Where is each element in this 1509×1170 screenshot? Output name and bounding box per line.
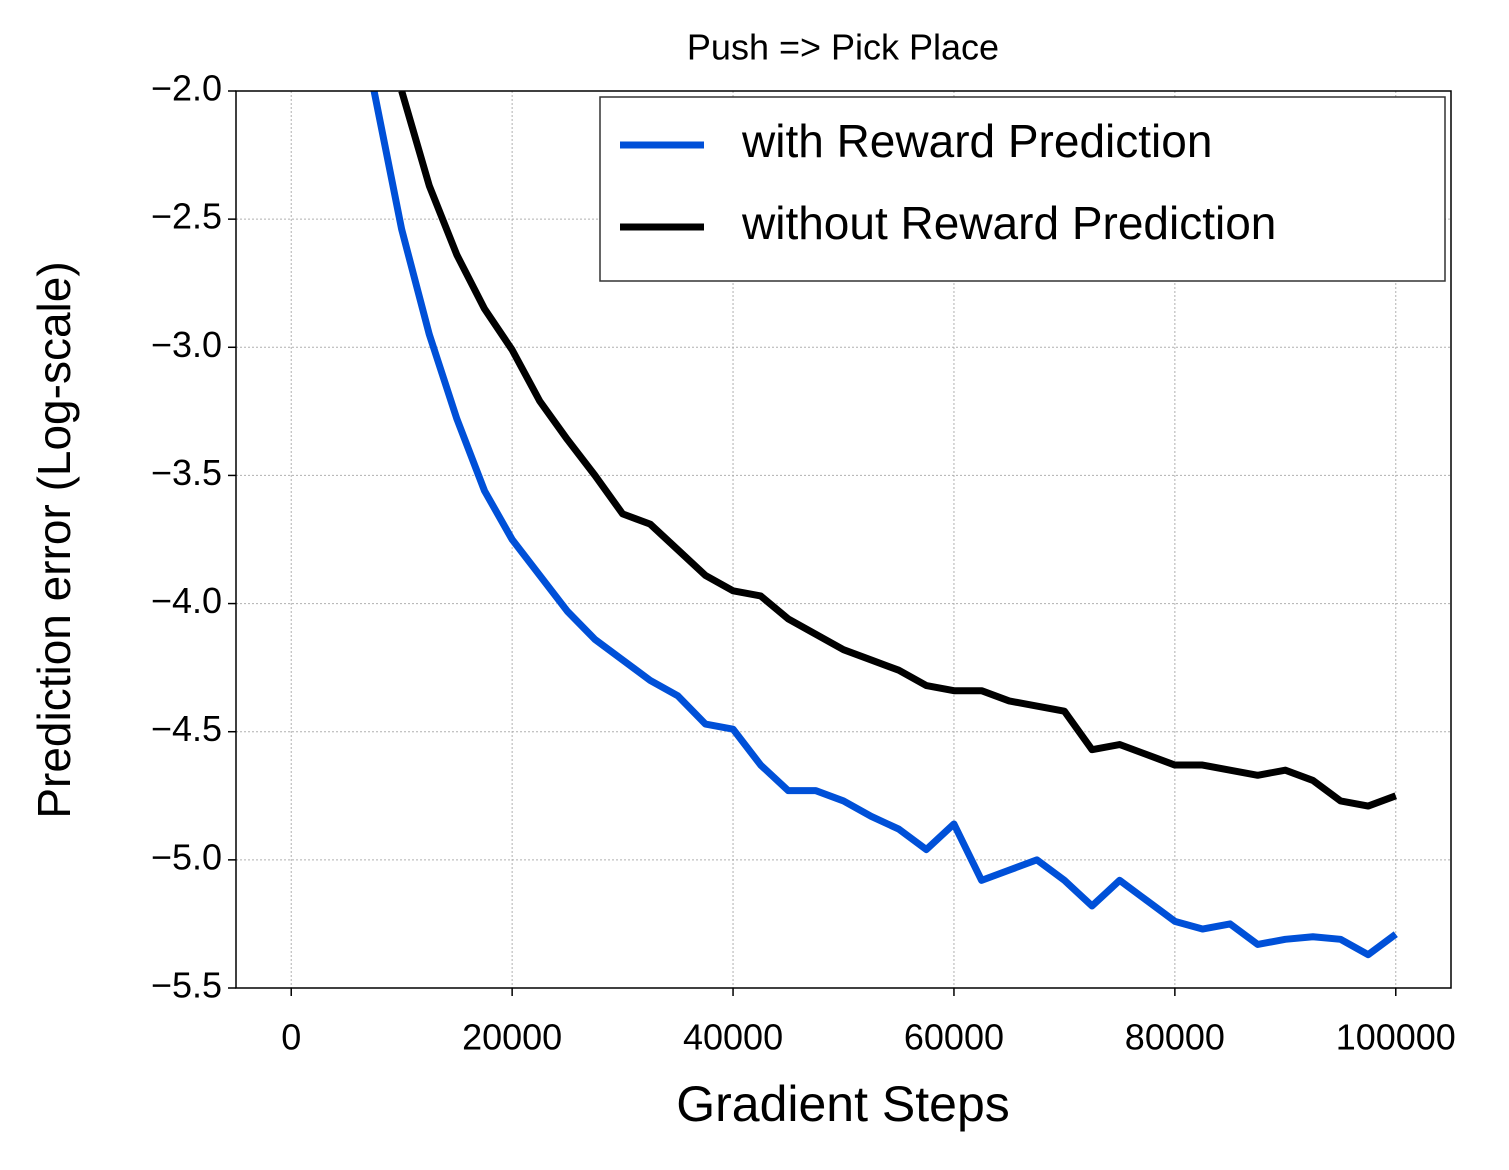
legend-label: with Reward Prediction — [741, 115, 1212, 167]
data-line — [398, 91, 1397, 810]
legend: with Reward Prediction without Reward Pre… — [599, 96, 1446, 282]
x-tick-label: 0 — [281, 1017, 301, 1058]
axes: −2.0 −2.5 −3.0 −3.5 −4.0 −4.5 −5.0 −5.5 0 20000 40… — [151, 68, 1456, 1058]
y-tick-label: −2.5 — [151, 196, 222, 237]
y-tick-label: −2.0 — [151, 68, 222, 109]
y-tick-label: −4.0 — [151, 580, 222, 621]
x-tick-label: 40000 — [683, 1017, 783, 1058]
x-tick-label: 100000 — [1336, 1017, 1456, 1058]
chart-title: Push => Pick Place — [687, 27, 999, 68]
x-tick-label: 80000 — [1125, 1017, 1225, 1058]
plot-frame — [235, 90, 1452, 989]
y-tick-label: −5.5 — [151, 965, 222, 1006]
y-tick-label: −3.5 — [151, 452, 222, 493]
data-line — [370, 91, 1398, 959]
legend-label: without Reward Prediction — [741, 197, 1276, 249]
x-tick-label: 60000 — [904, 1017, 1004, 1058]
y-tick-label: −3.0 — [151, 324, 222, 365]
y-axis-label: Prediction error (Log-scale) — [28, 261, 80, 818]
x-axis-label: Gradient Steps — [676, 1076, 1010, 1132]
y-tick-label: −5.0 — [151, 836, 222, 877]
legend-box — [599, 96, 1446, 282]
x-tick-label: 20000 — [462, 1017, 562, 1058]
y-tick-label: −4.5 — [151, 708, 222, 749]
plot-area — [370, 91, 1398, 959]
